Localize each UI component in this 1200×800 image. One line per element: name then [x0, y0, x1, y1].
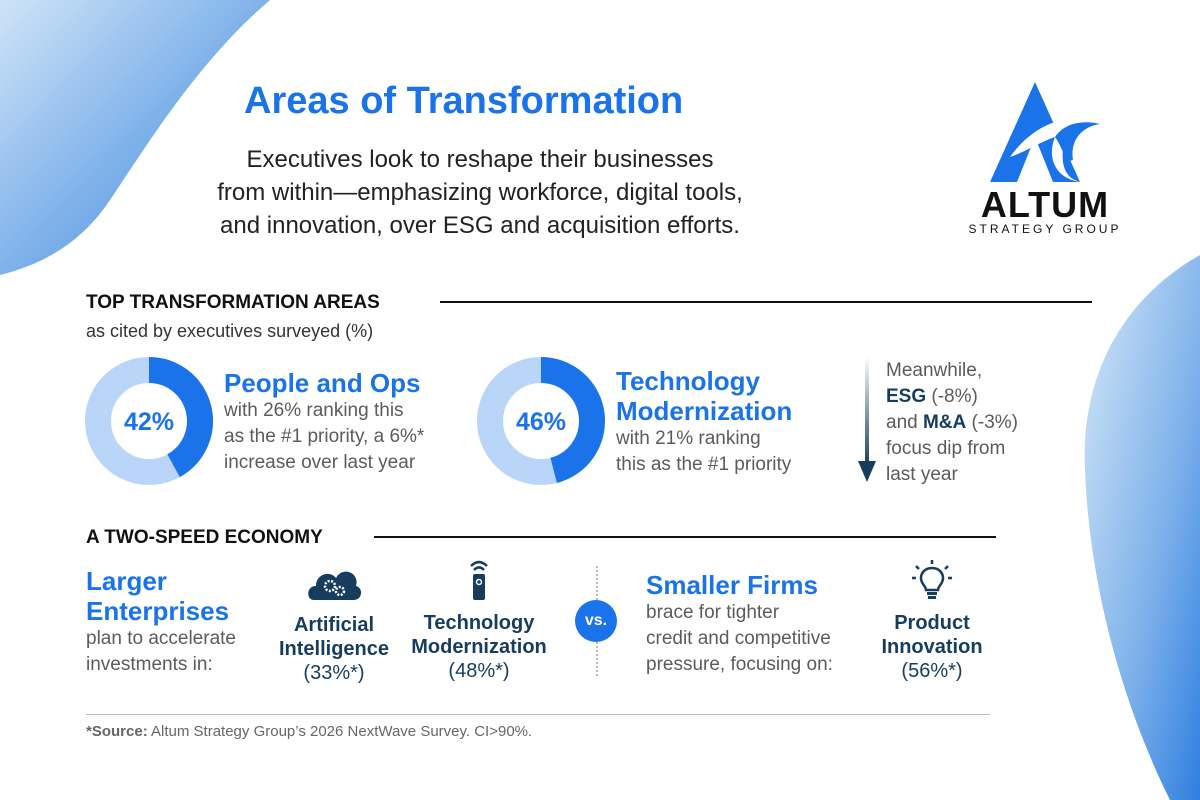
subtitle: Executives look to reshape their busines…	[130, 143, 830, 242]
smaller-text: pressure, focusing on:	[646, 654, 833, 675]
donut-chart-tech-modernization: 46%	[477, 357, 605, 485]
card-text: with 26% ranking this	[224, 400, 404, 421]
card-title: People and Ops	[224, 368, 421, 398]
arrow-down-icon	[858, 356, 876, 482]
source-note: *Source: Altum Strategy Group’s 2026 Nex…	[86, 723, 532, 740]
smaller-title: Smaller Firms	[646, 570, 818, 600]
larger-text: investments in:	[86, 654, 213, 675]
donut-segment	[148, 357, 213, 478]
logo-name: ALTUM	[980, 184, 1110, 225]
item-label: Modernization	[411, 636, 547, 658]
esg-value: (-8%)	[926, 386, 978, 407]
smaller-text: credit and competitive	[646, 628, 831, 649]
remote-signal-icon	[470, 560, 488, 600]
item-percent: (48%*)	[448, 660, 510, 682]
item-label: Technology	[423, 612, 535, 634]
larger-text: plan to accelerate	[86, 628, 236, 649]
item-percent: (56%*)	[901, 660, 963, 682]
larger-title: Enterprises	[86, 596, 230, 626]
item-label: Product	[894, 612, 970, 634]
source-label: *Source:	[86, 723, 148, 740]
larger-title: Larger	[86, 566, 167, 596]
item-label: Intelligence	[278, 638, 390, 660]
logo: ALTUM STRATEGY GROUP	[960, 82, 1130, 236]
subtitle-line: from within—emphasizing workforce, digit…	[217, 179, 743, 206]
item-product: Product Innovation (56%*)	[872, 560, 992, 683]
logo-mark-icon	[990, 82, 1100, 182]
card-title: Modernization	[616, 396, 793, 426]
card-title: Technology	[616, 366, 760, 396]
item-label: Innovation	[881, 636, 983, 658]
card-text: as the #1 priority, a 6%*	[224, 426, 425, 447]
ma-value: (-3%)	[966, 412, 1018, 433]
subtitle-line: and innovation, over ESG and acquisition…	[220, 212, 740, 239]
item-ai: Artificial Intelligence (33%*)	[272, 562, 396, 685]
item-percent: (33%*)	[303, 662, 365, 684]
smaller-text: brace for tighter	[646, 602, 780, 623]
item-tech: Technology Modernization (48%*)	[404, 558, 554, 683]
subtitle-line: Executives look to reshape their busines…	[246, 146, 714, 173]
cloud-gears-icon	[308, 571, 362, 600]
divider	[440, 301, 1092, 303]
item-label: Artificial	[293, 614, 375, 636]
esg-label: ESG	[886, 386, 927, 407]
note-line: last year	[886, 464, 958, 485]
card-text: this as the #1 priority	[616, 454, 792, 475]
section-subheading: as cited by executives surveyed (%)	[86, 321, 374, 341]
donut-chart-people-ops: 42%	[85, 357, 213, 485]
section-heading-top-areas: TOP TRANSFORMATION AREAS	[86, 292, 380, 313]
donut-label: 46%	[516, 408, 566, 436]
card-text: with 21% ranking	[616, 428, 761, 449]
section-heading-economy: A TWO-SPEED ECONOMY	[86, 527, 323, 548]
lightbulb-icon	[912, 560, 952, 599]
ma-label: M&A	[922, 412, 967, 433]
card-text: increase over last year	[224, 452, 416, 473]
vs-badge: vs.	[575, 600, 617, 642]
note-line: focus dip from	[886, 438, 1006, 459]
divider	[374, 536, 996, 538]
footer-divider	[86, 714, 990, 715]
note-line: Meanwhile,	[886, 360, 983, 381]
page-title: Areas of Transformation	[244, 80, 684, 122]
meanwhile-note: Meanwhile, ESG (-8%) and M&A (-3%) focus…	[886, 358, 1018, 488]
note-line: and	[886, 412, 923, 433]
logo-tagline: STRATEGY GROUP	[968, 222, 1122, 236]
donut-segment	[540, 357, 605, 483]
source-text: Altum Strategy Group’s 2026 NextWave Sur…	[147, 723, 533, 740]
donut-label: 42%	[124, 408, 174, 436]
